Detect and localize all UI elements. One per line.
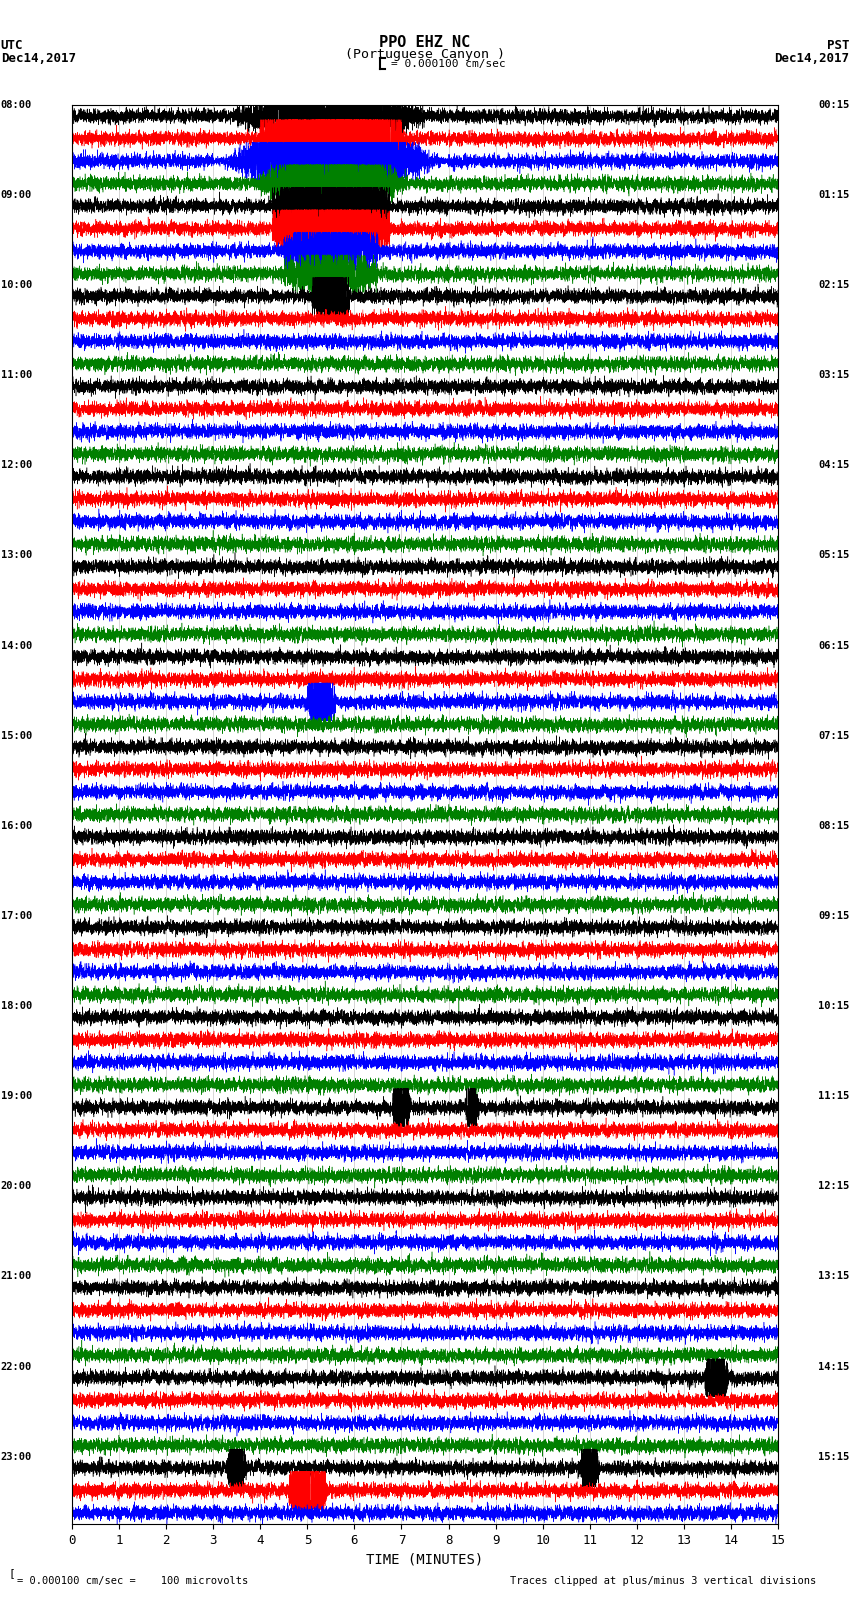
Text: 21:00: 21:00 <box>1 1271 32 1281</box>
Text: 11:00: 11:00 <box>1 371 32 381</box>
Text: 13:00: 13:00 <box>1 550 32 560</box>
Text: 06:15: 06:15 <box>818 640 849 650</box>
Text: 09:15: 09:15 <box>818 911 849 921</box>
Text: 07:15: 07:15 <box>818 731 849 740</box>
Text: (Portuguese Canyon ): (Portuguese Canyon ) <box>345 48 505 61</box>
Text: 03:15: 03:15 <box>818 371 849 381</box>
Text: 15:00: 15:00 <box>1 731 32 740</box>
Text: Dec14,2017: Dec14,2017 <box>1 52 76 65</box>
Text: 00:15: 00:15 <box>818 100 849 110</box>
Text: 08:15: 08:15 <box>818 821 849 831</box>
Text: 19:00: 19:00 <box>1 1092 32 1102</box>
Text: 10:00: 10:00 <box>1 281 32 290</box>
Text: 02:15: 02:15 <box>818 281 849 290</box>
Text: 18:00: 18:00 <box>1 1002 32 1011</box>
Text: 09:00: 09:00 <box>1 190 32 200</box>
Text: 11:15: 11:15 <box>818 1092 849 1102</box>
Text: 08:00: 08:00 <box>1 100 32 110</box>
Text: 10:15: 10:15 <box>818 1002 849 1011</box>
X-axis label: TIME (MINUTES): TIME (MINUTES) <box>366 1553 484 1566</box>
Text: = 0.000100 cm/sec =    100 microvolts: = 0.000100 cm/sec = 100 microvolts <box>17 1576 248 1586</box>
Text: PST: PST <box>827 39 849 52</box>
Text: [: [ <box>8 1568 15 1578</box>
Text: 13:15: 13:15 <box>818 1271 849 1281</box>
Text: 14:15: 14:15 <box>818 1361 849 1371</box>
Text: PPO EHZ NC: PPO EHZ NC <box>379 35 471 50</box>
Text: 05:15: 05:15 <box>818 550 849 560</box>
Text: 23:00: 23:00 <box>1 1452 32 1461</box>
Text: 12:00: 12:00 <box>1 460 32 471</box>
Text: Dec14,2017: Dec14,2017 <box>774 52 849 65</box>
Text: = 0.000100 cm/sec: = 0.000100 cm/sec <box>391 58 506 69</box>
Text: 16:00: 16:00 <box>1 821 32 831</box>
Text: Traces clipped at plus/minus 3 vertical divisions: Traces clipped at plus/minus 3 vertical … <box>510 1576 816 1586</box>
Text: 12:15: 12:15 <box>818 1181 849 1192</box>
Text: 01:15: 01:15 <box>818 190 849 200</box>
Text: 04:15: 04:15 <box>818 460 849 471</box>
Text: 15:15: 15:15 <box>818 1452 849 1461</box>
Text: 22:00: 22:00 <box>1 1361 32 1371</box>
Text: UTC: UTC <box>1 39 23 52</box>
Text: 14:00: 14:00 <box>1 640 32 650</box>
Text: 20:00: 20:00 <box>1 1181 32 1192</box>
Text: 17:00: 17:00 <box>1 911 32 921</box>
